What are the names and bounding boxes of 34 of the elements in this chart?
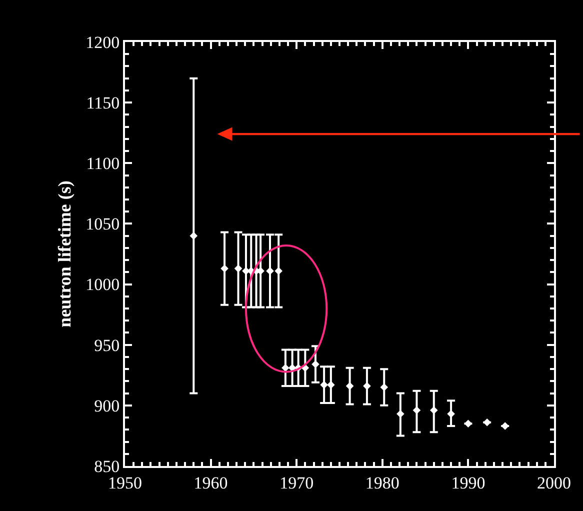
point	[190, 232, 198, 240]
y-tick-label: 900	[94, 396, 120, 416]
point	[312, 360, 320, 368]
x-tick-label: 1950	[108, 473, 142, 492]
x-tick-label: 1980	[365, 473, 400, 492]
point	[234, 264, 242, 272]
y-tick-label: 1100	[86, 154, 120, 174]
point	[501, 422, 509, 430]
x-tick-label: 2000	[537, 473, 571, 492]
x-tick-label: 1970	[280, 473, 314, 492]
x-tick-label: 1960	[194, 473, 228, 492]
y-tick-label: 950	[94, 336, 120, 355]
y-tick-label: 1150	[86, 94, 120, 113]
y-axis-title: neutron lifetime (s)	[54, 180, 74, 328]
y-tick-label: 1200	[86, 32, 120, 52]
point	[447, 410, 455, 418]
point	[327, 380, 335, 389]
point	[346, 382, 354, 390]
y-tick-label: 1000	[86, 275, 120, 294]
point	[220, 264, 228, 272]
point	[483, 418, 491, 426]
point	[282, 364, 290, 372]
x-tick-label: 1990	[451, 473, 486, 492]
point	[412, 406, 421, 414]
y-tick-label: 1050	[86, 214, 120, 234]
point	[396, 410, 404, 418]
point	[430, 406, 438, 414]
point	[363, 382, 371, 390]
y-tick-label: 850	[94, 456, 120, 476]
point	[320, 380, 328, 389]
point	[464, 420, 472, 428]
point	[380, 383, 388, 392]
point	[274, 267, 282, 275]
point	[266, 267, 274, 275]
